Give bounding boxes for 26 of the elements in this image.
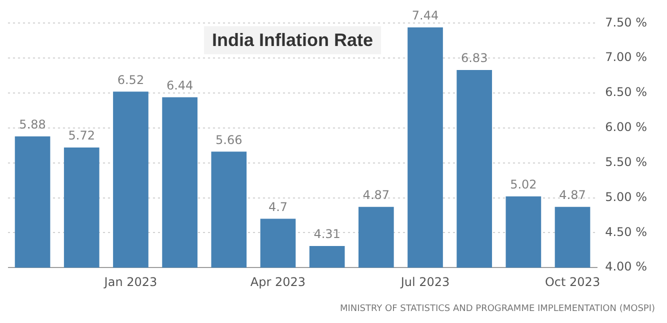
data-label: 4.87 xyxy=(362,188,390,202)
data-label: 6.83 xyxy=(460,51,488,66)
data-label: 5.88 xyxy=(19,117,46,132)
y-tick-label: 4.50 % xyxy=(605,224,647,239)
text: MINISTRY OF STATISTICS AND PROGRAMME IMPLEMENTATION (MOSPI) xyxy=(340,304,655,314)
data-label: 4.7 xyxy=(268,200,288,214)
data-label: 4.31 xyxy=(314,227,340,242)
data-label: 6.44 xyxy=(166,78,194,92)
y-tick-label: 5.00 % xyxy=(605,190,647,204)
y-tick-label: 6.50 % xyxy=(605,85,647,100)
data-label: 5.02 xyxy=(510,178,537,192)
data-label: 6.52 xyxy=(117,72,144,87)
chart-title: India Inflation Rate xyxy=(212,30,374,50)
data-label: 5.66 xyxy=(216,132,242,147)
data-label: 4.87 xyxy=(559,188,586,202)
x-tick-label: Oct 2023 xyxy=(544,274,600,289)
y-tick-label: 6.00 % xyxy=(605,120,647,134)
y-tick-label: 7.00 % xyxy=(605,50,647,64)
x-tick-label: Jan 2023 xyxy=(103,274,158,289)
data-label: 5.72 xyxy=(68,128,95,143)
y-tick-label: 7.50 % xyxy=(605,15,647,30)
data-label: 7.44 xyxy=(412,8,439,23)
y-tick-label: 4.00 % xyxy=(605,260,647,274)
x-tick-label: Jul 2023 xyxy=(400,274,450,289)
x-tick-label: Apr 2023 xyxy=(250,274,306,289)
y-tick-label: 5.50 % xyxy=(605,154,647,169)
